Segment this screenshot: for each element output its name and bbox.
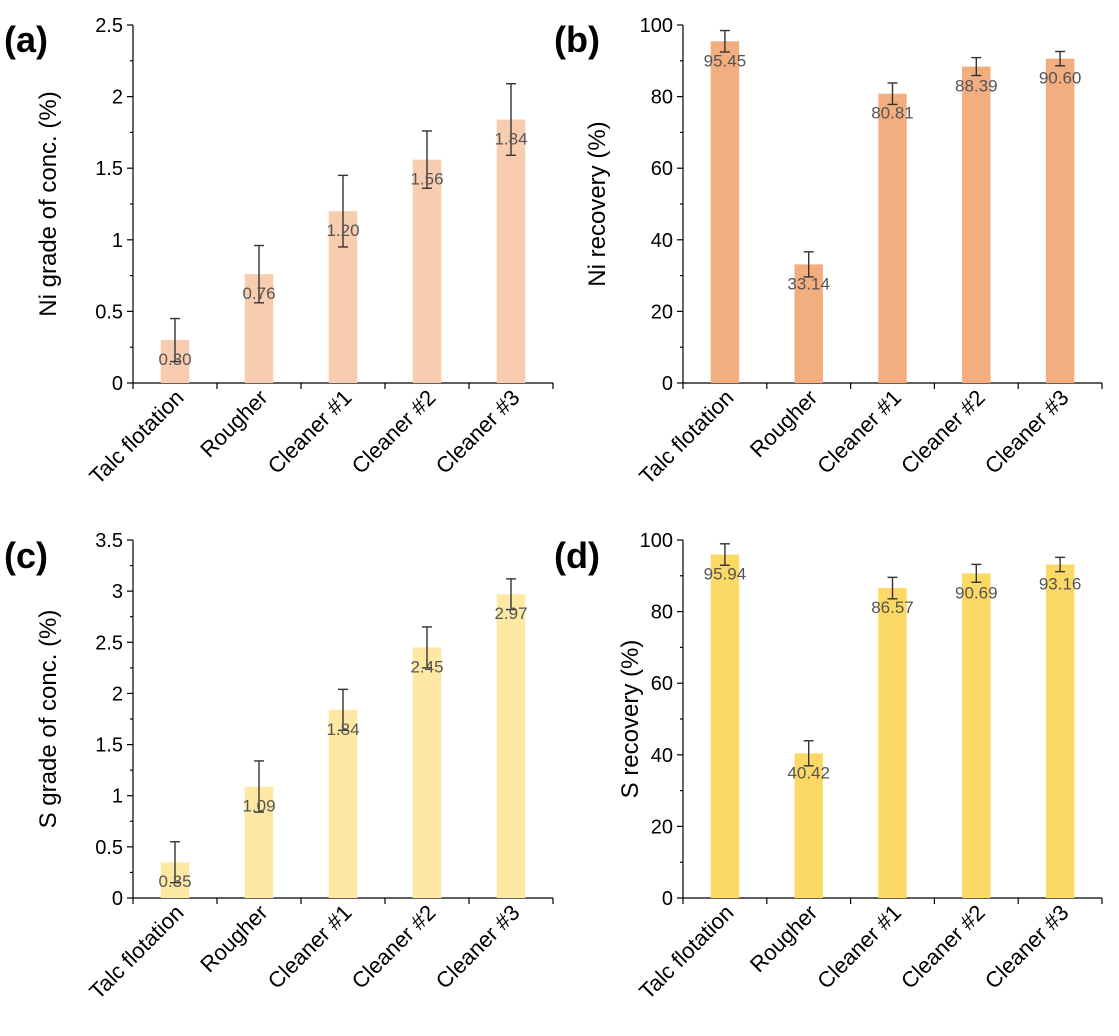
data-label: 86.57 (871, 598, 914, 617)
data-label: 33.14 (787, 274, 830, 293)
y-tick-label: 2.5 (95, 15, 123, 37)
y-tick-label: 40 (651, 745, 673, 767)
panel-label: (d) (554, 535, 600, 576)
data-label: 90.60 (1039, 69, 1082, 88)
chart-panel-d: (d) S recovery (%) 0 20 40 60 80 100 95.94 Talc f… (554, 530, 1103, 1004)
bar (878, 588, 907, 898)
data-label: 1.20 (326, 221, 359, 240)
bar (962, 66, 991, 384)
data-label: 95.45 (704, 51, 747, 70)
y-tick-label: 100 (640, 15, 673, 37)
panel-label: (a) (4, 19, 48, 60)
x-tick-label: Rougher (745, 385, 822, 462)
data-label: 1.84 (494, 130, 527, 149)
x-tick-label: Cleaner #1 (812, 385, 906, 479)
data-label: 80.81 (871, 104, 914, 123)
data-label: 2.45 (410, 657, 443, 676)
y-tick-label: 20 (651, 816, 673, 838)
x-tick-label: Cleaner #2 (896, 900, 990, 994)
bar (496, 119, 526, 384)
y-axis-title: Ni grade of conc. (%) (35, 91, 62, 316)
bar (412, 159, 442, 383)
data-label: 90.69 (955, 583, 998, 602)
x-tick-label: Cleaner #1 (812, 900, 906, 994)
x-tick-label: Cleaner #1 (263, 385, 357, 479)
data-label: 88.39 (955, 77, 998, 96)
bar (710, 554, 740, 898)
bar (328, 709, 358, 898)
y-tick-label: 1 (112, 786, 123, 808)
chart-panel-b: (b) Ni recovery (%) 0 20 40 60 80 100 95.45 Talc … (554, 15, 1103, 489)
y-axis-title: Ni recovery (%) (584, 121, 611, 286)
y-tick-label: 1.5 (95, 735, 123, 757)
data-label: 1.84 (326, 720, 359, 739)
data-label: 0.35 (158, 872, 191, 891)
y-tick-label: 0 (662, 888, 673, 910)
data-label: 95.94 (704, 565, 747, 584)
bar (1045, 58, 1075, 383)
y-axis-title: S grade of conc. (%) (35, 610, 62, 829)
x-tick-label: Rougher (195, 385, 272, 462)
bar (412, 647, 442, 898)
data-label: 93.16 (1039, 574, 1082, 593)
data-label: 1.56 (410, 170, 443, 189)
bar (710, 41, 740, 383)
x-tick-label: Talc flotation (634, 385, 738, 489)
x-tick-label: Rougher (745, 900, 822, 977)
y-tick-label: 1 (112, 230, 123, 252)
chart-panel-c: (c) S grade of conc. (%) 0 0.5 1 1.5 2 2.5 3 3.5 0… (4, 530, 554, 1004)
x-tick-label: Rougher (195, 900, 272, 977)
x-tick-label: Cleaner #3 (980, 900, 1074, 994)
data-label: 40.42 (787, 763, 830, 782)
bar (496, 594, 526, 898)
data-label: 0.76 (242, 284, 275, 303)
x-tick-label: Cleaner #3 (980, 385, 1074, 479)
y-tick-label: 3 (112, 581, 123, 603)
x-tick-label: Cleaner #2 (347, 900, 441, 994)
panel-label: (c) (4, 535, 48, 576)
data-label: 2.97 (494, 604, 527, 623)
y-tick-label: 1.5 (95, 158, 123, 180)
y-tick-label: 3.5 (95, 530, 123, 552)
y-axis-title: S recovery (%) (617, 640, 644, 799)
y-tick-label: 2 (112, 87, 123, 109)
y-tick-label: 0 (112, 373, 123, 395)
bar (1045, 564, 1075, 898)
x-tick-label: Talc flotation (84, 900, 188, 1004)
y-tick-label: 20 (651, 301, 673, 323)
x-tick-label: Cleaner #3 (431, 900, 525, 994)
y-tick-label: 60 (651, 158, 673, 180)
y-tick-label: 0.5 (95, 301, 123, 323)
y-tick-label: 80 (651, 602, 673, 624)
panel-label: (b) (554, 19, 600, 60)
data-label: 0.30 (158, 350, 191, 369)
y-tick-label: 2 (112, 683, 123, 705)
bar (962, 573, 991, 898)
x-tick-label: Cleaner #2 (347, 385, 441, 479)
bar (878, 93, 907, 384)
y-tick-label: 40 (651, 230, 673, 252)
x-tick-label: Cleaner #3 (431, 385, 525, 479)
x-tick-label: Cleaner #2 (896, 385, 990, 479)
y-tick-label: 0.5 (95, 837, 123, 859)
y-tick-label: 2.5 (95, 632, 123, 654)
y-tick-label: 0 (112, 888, 123, 910)
bar (794, 753, 823, 898)
y-tick-label: 60 (651, 673, 673, 695)
y-tick-label: 0 (662, 373, 673, 395)
y-tick-label: 80 (651, 87, 673, 109)
y-tick-label: 100 (640, 530, 673, 552)
x-tick-label: Cleaner #1 (263, 900, 357, 994)
x-tick-label: Talc flotation (634, 900, 738, 1004)
x-tick-label: Talc flotation (84, 385, 188, 489)
bar (794, 264, 823, 383)
chart-panel-a: (a) Ni grade of conc. (%) 0 0.5 1 1.5 2 2.5 0.30… (4, 15, 554, 489)
data-label: 1.09 (242, 797, 275, 816)
